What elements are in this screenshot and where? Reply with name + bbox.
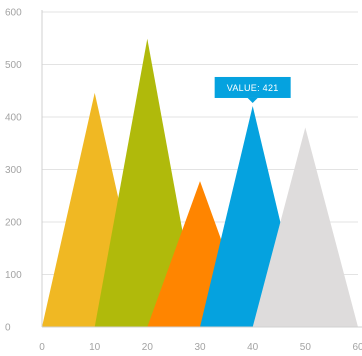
tooltip-pointer [247,97,258,103]
x-tick-label: 60 [352,342,362,353]
y-tick-label: 500 [5,60,22,71]
y-tick-label: 400 [5,113,22,124]
tooltip-box [214,76,291,98]
x-tick-label: 10 [89,342,101,353]
axes: 0 100 200 300 400 500 600 0 10 20 30 40 50 60 [5,8,362,353]
x-tick-label: 30 [194,342,206,353]
y-tick-label: 300 [5,165,22,176]
x-tick-label: 0 [39,342,45,353]
series-area-5[interactable] [252,127,358,328]
tooltip-label: VALUE: 421 [227,83,279,93]
series-layer [42,38,358,328]
y-tick-label: 600 [5,8,22,19]
y-tick-label: 200 [5,218,22,229]
x-tick-label: 50 [300,342,312,353]
x-tick-label: 40 [247,342,259,353]
y-tick-label: 0 [5,323,11,334]
y-tick-label: 100 [5,270,22,281]
tooltip: VALUE: 421 [214,76,291,103]
x-tick-label: 20 [142,342,154,353]
